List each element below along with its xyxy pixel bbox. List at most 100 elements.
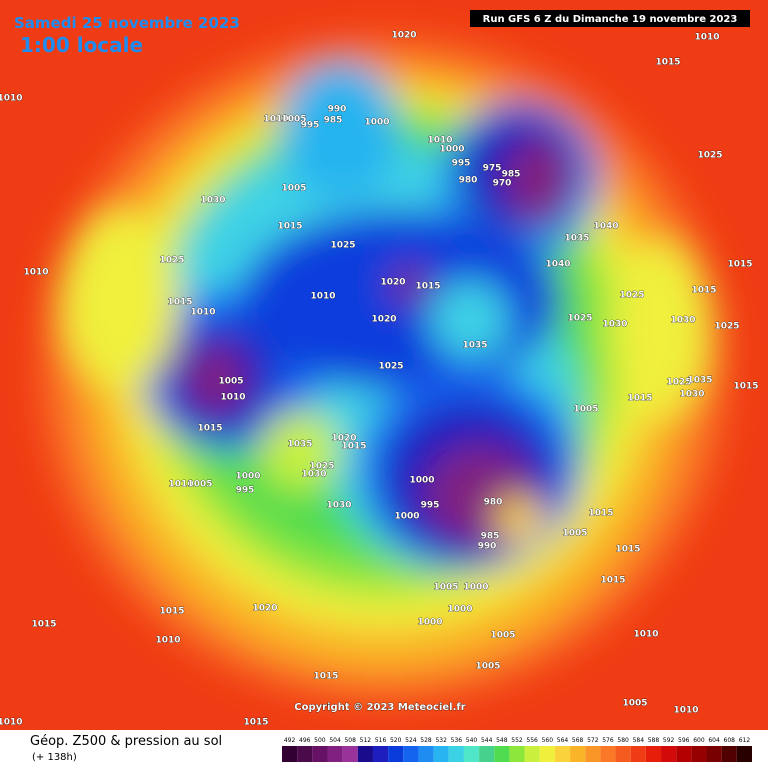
pressure-label: 1010 <box>633 630 658 640</box>
pressure-label: 1005 <box>281 115 306 125</box>
pressure-label: 1010 <box>673 706 698 716</box>
pressure-label: 1000 <box>235 472 260 482</box>
legend-swatch <box>585 746 601 762</box>
pressure-label: 1000 <box>394 512 419 522</box>
pressure-label: 1005 <box>622 699 647 709</box>
legend-swatch <box>691 746 707 762</box>
pressure-label: 995 <box>301 121 320 131</box>
legend-value: 528 <box>420 737 432 744</box>
legend-swatch <box>372 746 389 762</box>
time: 1:00 locale <box>20 33 143 57</box>
pressure-label: 1005 <box>573 405 598 415</box>
pressure-label: 1015 <box>31 620 56 630</box>
pressure-label: 975 <box>483 164 502 174</box>
legend-swatch <box>706 746 722 762</box>
pressure-label: 1015 <box>415 282 440 292</box>
legend-swatch <box>403 746 419 762</box>
legend-swatch <box>570 746 586 762</box>
pressure-label: 1010 <box>694 33 719 43</box>
pressure-label: 1005 <box>475 662 500 672</box>
pressure-label: 970 <box>493 179 512 189</box>
legend-swatch <box>645 746 662 762</box>
pressure-label: 1015 <box>341 442 366 452</box>
pressure-label: 1005 <box>562 529 587 539</box>
legend-value: 612 <box>739 737 751 744</box>
pressure-label: 1015 <box>600 576 625 586</box>
pressure-label: 1035 <box>462 341 487 351</box>
legend-value: 556 <box>526 737 538 744</box>
legend-value: 524 <box>405 737 417 744</box>
pressure-label: 1000 <box>447 605 472 615</box>
legend: 492 496 500 504 508 512 516 520 524 528 532 536 540 5… <box>282 737 752 762</box>
legend-swatch <box>524 746 540 762</box>
pressure-label: 1015 <box>733 382 758 392</box>
pressure-label: 1030 <box>301 470 326 480</box>
legend-swatch <box>736 746 752 762</box>
pressure-label: 990 <box>328 105 347 115</box>
pressure-label: 1025 <box>697 151 722 161</box>
legend-value: 600 <box>693 737 705 744</box>
legend-value: 520 <box>390 737 402 744</box>
pressure-label: 985 <box>481 532 500 542</box>
legend-swatch <box>448 746 464 762</box>
pressure-label: 1010 <box>310 292 335 302</box>
height-field <box>44 40 724 700</box>
pressure-label: 980 <box>484 498 503 508</box>
legend-value: 552 <box>511 737 523 744</box>
height-blob <box>495 495 545 545</box>
height-blob <box>390 267 430 303</box>
pressure-label: 1020 <box>331 434 356 444</box>
footer-title: Géop. Z500 & pression au sol <box>30 734 222 749</box>
height-blob <box>185 345 245 415</box>
legend-value: 564 <box>557 737 569 744</box>
date: Samedi 25 novembre 2023 <box>14 14 240 32</box>
pressure-label: 1040 <box>593 222 618 232</box>
pressure-label: 1010 <box>190 308 215 318</box>
pressure-label: 1015 <box>159 607 184 617</box>
pressure-label: 1025 <box>378 362 403 372</box>
legend-swatch <box>509 746 525 762</box>
pressure-label: 1025 <box>159 256 184 266</box>
pressure-label: 1025 <box>666 378 691 388</box>
pressure-label: 1015 <box>588 509 613 519</box>
height-blob <box>260 410 340 490</box>
legend-swatch <box>433 746 449 762</box>
pressure-label: 1015 <box>727 260 752 270</box>
pressure-label: 1010 <box>23 268 48 278</box>
legend-value: 492 <box>284 737 296 744</box>
legend-value: 548 <box>496 737 508 744</box>
legend-swatch <box>312 746 328 762</box>
legend-swatch <box>463 746 480 762</box>
legend-value: 608 <box>724 737 736 744</box>
legend-value: 588 <box>648 737 660 744</box>
pressure-label: 1010 <box>220 393 245 403</box>
pressure-label: 995 <box>421 501 440 511</box>
pressure-label: 1030 <box>679 390 704 400</box>
pressure-label: 1040 <box>545 260 570 270</box>
legend-value: 500 <box>314 737 326 744</box>
legend-swatch <box>297 746 313 762</box>
run-info: Run GFS 6 Z du Dimanche 19 novembre 2023 <box>483 14 738 25</box>
legend-swatch <box>357 746 373 762</box>
pressure-label: 1010 <box>168 480 193 490</box>
footer-lead: (+ 138h) <box>32 752 77 763</box>
legend-swatch <box>479 746 495 762</box>
legend-value: 504 <box>329 737 341 744</box>
pressure-label: 1015 <box>627 394 652 404</box>
pressure-label: 1035 <box>687 376 712 386</box>
pressure-label: 1015 <box>313 672 338 682</box>
pressure-label: 995 <box>236 486 255 496</box>
pressure-label: 1005 <box>490 631 515 641</box>
pressure-label: 1000 <box>364 118 389 128</box>
legend-value: 544 <box>481 737 493 744</box>
pressure-label: 1015 <box>691 286 716 296</box>
run-box <box>470 10 750 27</box>
pressure-label: 1005 <box>187 480 212 490</box>
pressure-label: 1015 <box>197 424 222 434</box>
legend-swatch <box>342 746 358 762</box>
legend-swatch <box>494 746 510 762</box>
pressure-label: 1030 <box>326 501 351 511</box>
